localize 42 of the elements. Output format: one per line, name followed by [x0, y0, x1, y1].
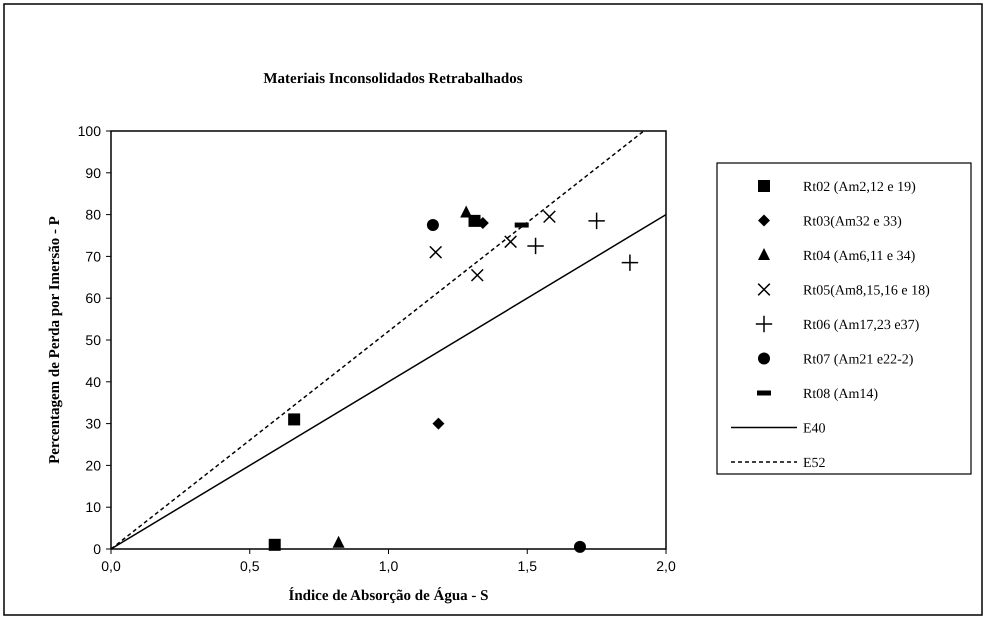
point — [588, 212, 606, 230]
legend-label: Rt08 (Am14) — [803, 387, 878, 402]
y-tick-label: 10 — [85, 499, 102, 516]
y-tick-label: 70 — [85, 248, 102, 264]
chart-title: Materiais Inconsolidados Retrabalhados — [263, 71, 523, 87]
y-tick-label: 80 — [85, 206, 102, 223]
y-tick-label: 50 — [85, 332, 102, 348]
y-axis-title: Percentagem de Perda por Imersão - P — [47, 216, 63, 464]
x-tick-label: 1,0 — [378, 558, 398, 574]
y-tick-label: 0 — [93, 541, 102, 557]
legend-label: Rt02 (Am2,12 e 19) — [803, 180, 916, 195]
point — [268, 538, 281, 551]
point — [288, 413, 300, 426]
point — [332, 536, 345, 548]
legend-label: Rt04 (Am6,11 e 34) — [803, 249, 916, 264]
x-axis-title: Índice de Absorção de Água - S — [288, 587, 489, 604]
legend-label: E52 — [803, 456, 826, 471]
point — [426, 219, 439, 232]
y-tick-label: 40 — [85, 374, 102, 390]
point — [526, 236, 545, 255]
point — [470, 268, 484, 282]
x-tick-label: 0,0 — [101, 558, 121, 574]
y-tick-label: 30 — [85, 416, 102, 432]
y-tick-label: 100 — [78, 123, 102, 139]
point — [504, 235, 518, 248]
legend-label: Rt05(Am8,15,16 e 18) — [803, 284, 930, 298]
legend-label: Rt06 (Am17,23 e37) — [803, 318, 920, 333]
point — [429, 246, 442, 259]
point — [574, 540, 586, 553]
x-tick-label: 2,0 — [656, 558, 676, 574]
legend-label: Rt03(Am32 e 33) — [803, 214, 902, 230]
y-tick-label: 60 — [85, 290, 102, 306]
x-tick-label: 0,5 — [240, 558, 260, 574]
x-tick-label: 1,5 — [518, 558, 538, 574]
point — [460, 206, 472, 218]
y-tick-label: 20 — [85, 457, 102, 474]
legend-label: E40 — [803, 422, 826, 436]
point — [542, 210, 556, 224]
point — [620, 254, 639, 272]
legend-label: Rt07 (Am21 e22-2) — [803, 352, 914, 368]
point — [432, 418, 444, 430]
y-tick-label: 90 — [85, 164, 102, 181]
